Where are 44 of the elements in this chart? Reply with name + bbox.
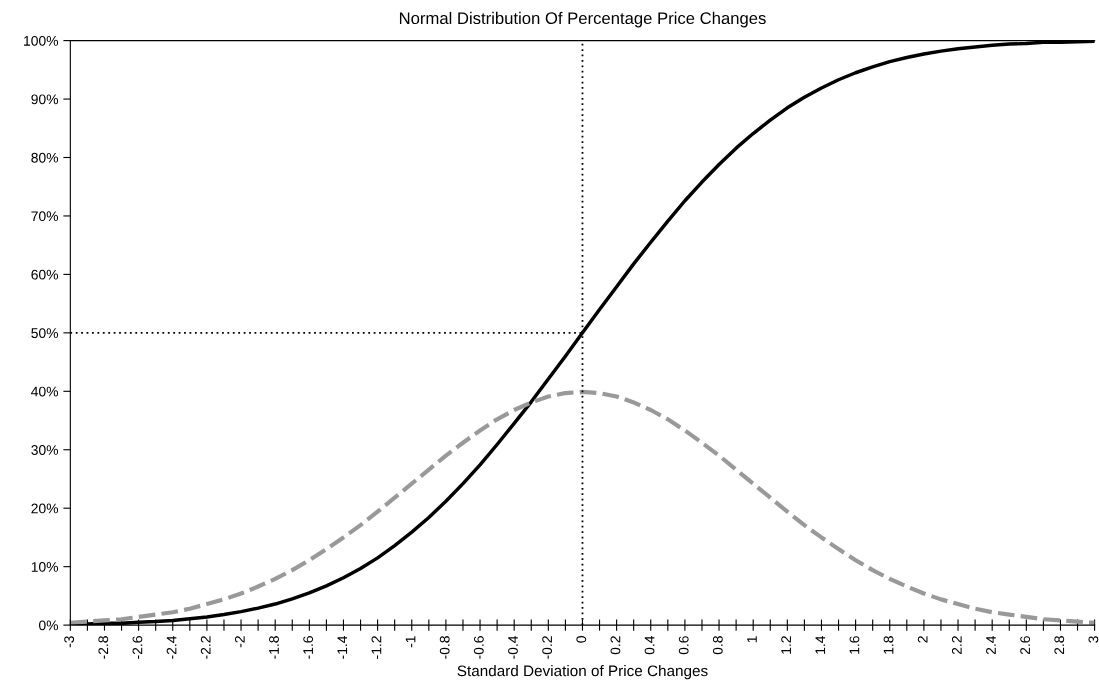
x-tick-label: -0.8: [439, 636, 450, 659]
x-tick-label: 1.2: [781, 636, 791, 654]
x-tick-label: -0.2: [542, 636, 553, 659]
x-tick-label: 0: [576, 636, 587, 643]
x-tick-label: 2.8: [1054, 636, 1065, 655]
x-tick-label: 1.6: [849, 636, 860, 654]
x-tick-label: -2.8: [98, 636, 109, 659]
x-tick-label: 2: [917, 636, 928, 643]
y-tick-label: 90%: [31, 94, 59, 105]
x-tick-label: 3: [1088, 636, 1099, 643]
y-tick-label: 70%: [31, 211, 59, 222]
x-tick-label: -0.6: [473, 636, 484, 659]
x-tick-label: 0.6: [678, 636, 689, 655]
y-tick-label: 10%: [31, 561, 59, 572]
x-tick-label: -2.6: [132, 636, 143, 659]
x-tick-label: -0.4: [508, 635, 518, 659]
x-tick-label: -1: [405, 636, 416, 648]
x-axis-title: Standard Deviation of Price Changes: [457, 665, 708, 680]
x-tick-label: -2.2: [200, 636, 211, 659]
x-tick-label: 0.8: [712, 636, 723, 655]
x-tick-label: -1.4: [337, 635, 348, 659]
y-tick-label: 50%: [31, 328, 59, 339]
x-tick-label: 0.2: [610, 636, 621, 655]
x-tick-label: -1.2: [371, 636, 382, 659]
x-tick-label: -1.6: [303, 636, 314, 659]
x-tick-label: 2.6: [1020, 636, 1031, 655]
y-tick-label: 20%: [31, 503, 59, 514]
x-tick-label: 1.8: [883, 636, 894, 654]
chart-title: Normal Distribution Of Percentage Price Changes: [399, 11, 766, 28]
x-tick-label: 1.4: [815, 635, 826, 654]
x-tick-label: 2.2: [951, 636, 962, 655]
y-tick-label: 30%: [31, 445, 59, 455]
x-tick-label: 2.4: [986, 635, 996, 655]
x-tick-label: -3: [64, 636, 75, 648]
x-tick-label: 1: [747, 636, 757, 643]
y-tick-label: 100%: [24, 35, 59, 46]
y-tick-label: 40%: [31, 386, 59, 397]
x-tick-label: -2: [234, 636, 245, 648]
y-tick-label: 80%: [31, 152, 59, 163]
x-tick-label: -2.4: [166, 635, 177, 659]
x-tick-label: -1.8: [269, 636, 279, 659]
x-tick-label: 0.4: [644, 635, 655, 655]
y-tick-label: 0%: [39, 620, 59, 631]
y-tick-label: 60%: [31, 269, 59, 280]
